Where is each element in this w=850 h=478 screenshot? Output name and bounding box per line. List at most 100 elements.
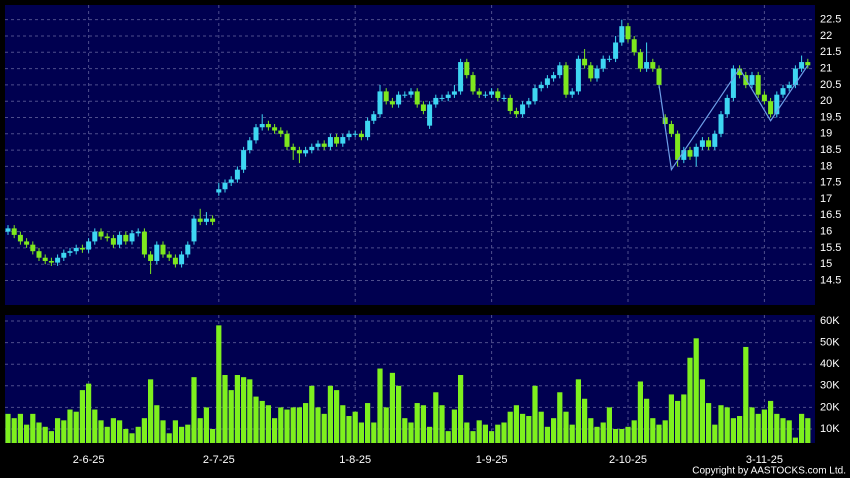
volume-bar (148, 379, 154, 443)
volume-bar (644, 398, 650, 443)
volume-bar (637, 381, 643, 443)
candle-body (321, 143, 327, 147)
volume-bar (414, 403, 420, 443)
volume-bar (284, 409, 290, 443)
candle-body (154, 244, 160, 261)
volume-bar (67, 409, 73, 443)
volume-bar (172, 420, 178, 443)
volume-bar (600, 422, 606, 443)
volume-bar (17, 413, 23, 443)
candle-body (675, 133, 681, 160)
volume-bar (371, 422, 377, 443)
y-tick-label: 15.5 (820, 242, 841, 254)
volume-bar (743, 346, 749, 443)
candle-body (749, 75, 755, 85)
volume-bar (557, 392, 563, 443)
y-tick-label: 14.5 (820, 274, 841, 286)
candle-body (48, 260, 54, 263)
candle-body (737, 68, 743, 76)
volume-bar (780, 418, 786, 443)
candle-body (482, 94, 488, 96)
candle-body (501, 97, 507, 99)
volume-bar (575, 379, 581, 443)
y-tick-label: 10K (820, 423, 840, 435)
volume-bar (383, 407, 389, 443)
candle-body (166, 254, 172, 258)
candle-body (588, 65, 594, 79)
candle-body (110, 238, 116, 245)
volume-bar (48, 431, 54, 443)
volume-bar (606, 407, 612, 443)
candle-body (86, 241, 92, 250)
candle-body (210, 218, 216, 222)
volume-bar (5, 413, 11, 443)
volume-bar (420, 405, 426, 443)
candle-body (464, 62, 470, 76)
candle-body (668, 124, 674, 134)
y-tick-label: 22.5 (820, 14, 841, 26)
candle-body (222, 182, 228, 190)
y-tick-label: 30K (820, 380, 840, 392)
volume-bar (272, 418, 278, 443)
volume-bar (160, 420, 166, 443)
candle-body (259, 124, 265, 128)
candle-body (253, 127, 259, 141)
candle-body (61, 252, 67, 258)
candle-body (557, 65, 563, 76)
candle-body (123, 234, 129, 242)
volume-bar (805, 418, 811, 443)
volume-bar (352, 411, 358, 443)
volume-bar (228, 390, 234, 443)
volume-bar (706, 403, 712, 443)
candle-body (799, 62, 805, 69)
volume-bar (396, 385, 402, 443)
volume-bar (625, 426, 631, 443)
volume-bar (117, 420, 123, 443)
candle-body (569, 91, 575, 95)
volume-bar (792, 437, 798, 443)
volume-bar (687, 357, 693, 443)
candle-body (544, 78, 550, 85)
volume-bar (470, 431, 476, 443)
candle-body (42, 257, 48, 261)
candle-body (526, 101, 532, 105)
volume-bar (197, 418, 203, 443)
candle-body (303, 150, 309, 154)
volume-bar (433, 392, 439, 443)
volume-bar (699, 379, 705, 443)
candle-body (148, 254, 154, 261)
candle-body (805, 62, 811, 66)
candle-body (402, 94, 408, 96)
volume-bar (315, 407, 321, 443)
volume-bar (520, 413, 526, 443)
volume-bar (129, 433, 135, 443)
volume-bar (768, 400, 774, 443)
y-tick-label: 20 (820, 95, 832, 107)
volume-bar (179, 426, 185, 443)
candle-body (792, 68, 798, 85)
candle-body (396, 94, 402, 105)
y-tick-label: 15 (820, 258, 832, 270)
price-panel (5, 5, 815, 305)
x-tick-label: 3-11-25 (746, 454, 783, 466)
candle-body (234, 169, 240, 180)
volume-bar (42, 426, 48, 443)
candle-body (36, 251, 42, 258)
candle-body (334, 137, 340, 144)
candle-body (117, 234, 123, 245)
volume-bar (482, 424, 488, 443)
candle-body (433, 97, 439, 105)
volume-bar (259, 400, 265, 443)
candle-body (712, 133, 718, 147)
candle-body (228, 179, 234, 183)
volume-bar (501, 422, 507, 443)
volume-bar (594, 426, 600, 443)
volume-bar (613, 428, 619, 443)
volume-bar (631, 420, 637, 443)
candle-body (755, 75, 761, 95)
candle-body (613, 42, 619, 59)
candle-body (476, 91, 482, 95)
volume-bar (216, 325, 222, 443)
